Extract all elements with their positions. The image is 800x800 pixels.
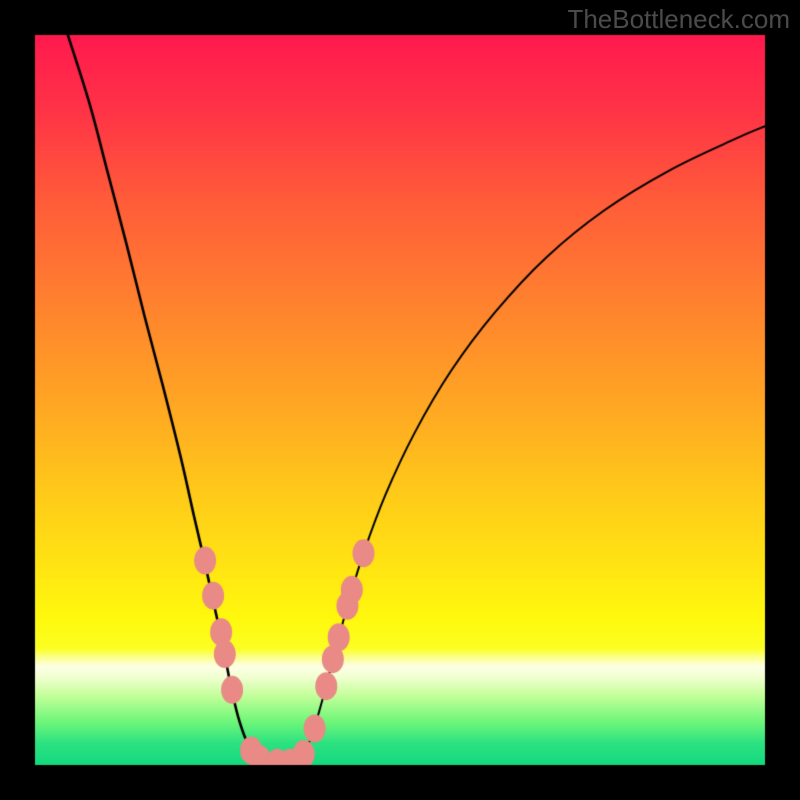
bottleneck-curve-chart	[0, 0, 800, 800]
chart-stage: TheBottleneck.com	[0, 0, 800, 800]
watermark-text: TheBottleneck.com	[567, 4, 790, 35]
